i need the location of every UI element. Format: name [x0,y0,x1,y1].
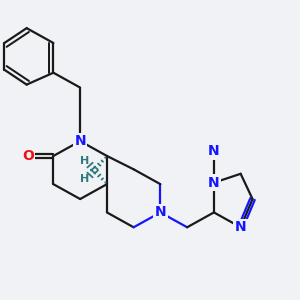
Text: N: N [208,176,220,190]
Text: N: N [235,220,247,234]
Text: N: N [154,206,166,219]
Text: H: H [80,174,89,184]
Text: N: N [74,134,86,148]
Text: N: N [208,145,220,158]
Text: O: O [22,149,34,163]
Text: H: H [80,156,89,166]
